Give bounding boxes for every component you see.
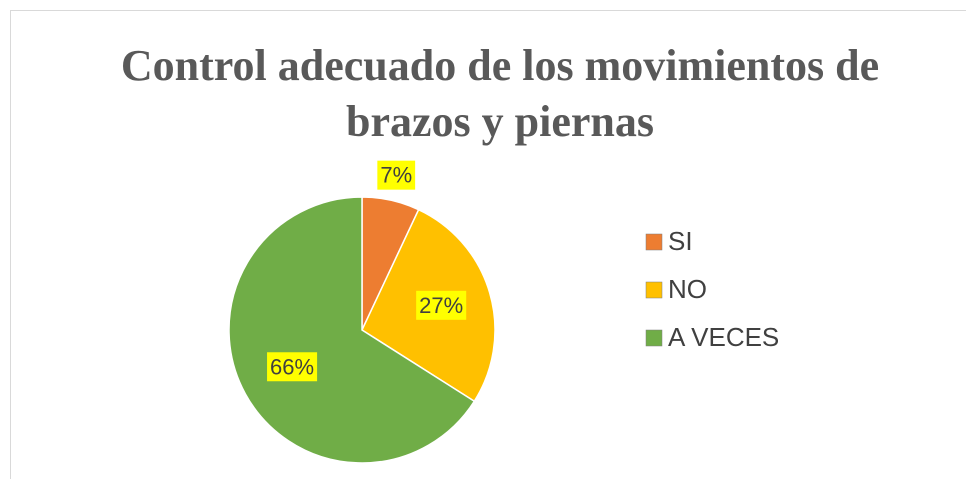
data-label: 66%	[270, 354, 314, 379]
data-label-background	[377, 160, 416, 190]
legend-label: NO	[668, 274, 707, 304]
data-label-background	[416, 290, 467, 320]
data-label-background	[267, 352, 318, 382]
data-label: 7%	[380, 163, 412, 188]
legend-label: SI	[668, 226, 693, 256]
data-label: 27%	[419, 293, 463, 318]
legend-swatch	[645, 233, 663, 251]
chart-title: Control adecuado de los movimientos de b…	[120, 41, 880, 146]
legend-label: A VECES	[668, 322, 779, 352]
pie-slice	[228, 196, 476, 464]
legend-swatch	[645, 329, 663, 347]
legend-swatch	[645, 281, 663, 299]
chart-frame	[10, 10, 966, 479]
